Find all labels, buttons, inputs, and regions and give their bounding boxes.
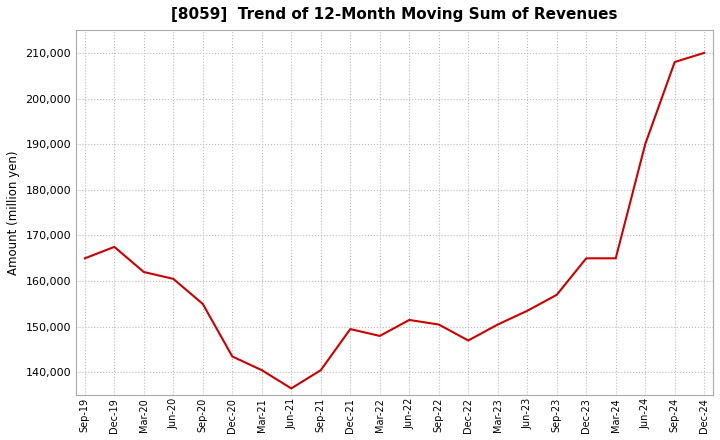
Title: [8059]  Trend of 12-Month Moving Sum of Revenues: [8059] Trend of 12-Month Moving Sum of R… xyxy=(171,7,618,22)
Y-axis label: Amount (million yen): Amount (million yen) xyxy=(7,150,20,275)
